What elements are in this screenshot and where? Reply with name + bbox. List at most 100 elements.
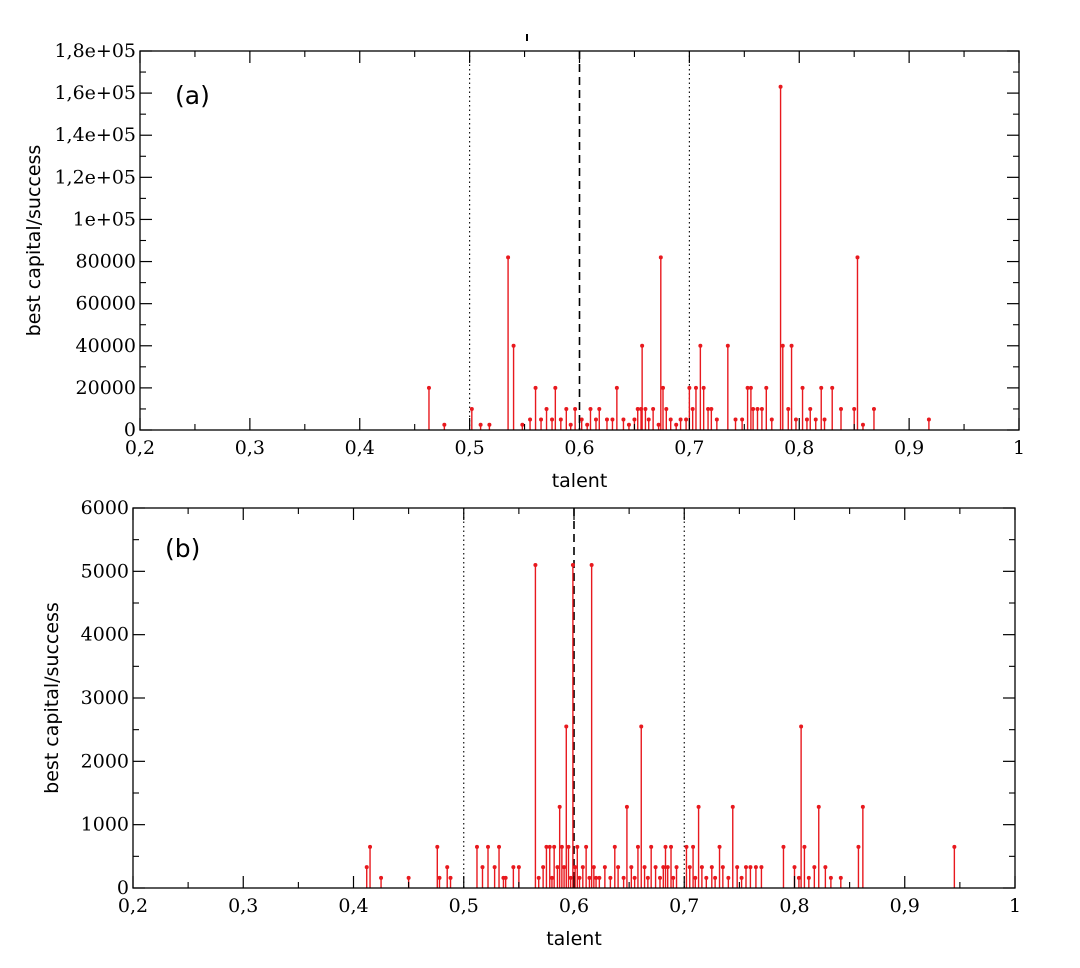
x-tick-label: 0,3 [235,437,265,459]
data-point [753,865,758,888]
data-point [562,865,567,888]
data-point [684,844,689,888]
data-marker [658,255,663,260]
data-point [426,385,431,430]
data-marker [674,422,679,427]
data-point [635,406,640,430]
y-tick-label: 1e+05 [73,208,136,230]
data-marker [547,844,552,849]
data-marker [726,875,731,880]
data-point [480,865,485,888]
data-point [568,875,573,888]
data-point [789,343,794,430]
data-marker [819,385,824,390]
data-point [822,417,827,430]
data-point [558,417,563,430]
data-point [780,343,785,430]
data-point [579,417,584,430]
data-point [610,417,615,430]
data-point [437,875,442,888]
data-marker [588,406,593,411]
data-marker [559,844,564,849]
data-marker [799,724,804,729]
data-point [786,406,791,430]
data-marker [661,385,666,390]
data-marker [541,865,546,870]
data-marker [693,875,698,880]
data-marker [589,563,594,567]
data-point [474,844,479,888]
data-marker [663,844,668,849]
data-point [442,422,447,430]
chart-panel-a: 0,2 0,3 0,4 0,5 0,6 0,7 0,8 0,9 1 0 20000 40000 6000… [23,40,1025,492]
data-point [568,422,573,430]
data-point [597,406,602,430]
data-point [559,844,564,888]
y-tick-label: 0 [117,877,129,899]
data-point [642,865,647,888]
data-marker [838,875,843,880]
y-tick-label: 1,6e+05 [54,82,136,104]
data-point [379,875,384,888]
data-point [588,406,593,430]
data-marker [621,417,626,422]
data-point [739,875,744,888]
data-point [640,343,645,430]
chart-panel-b: 0,2 0,3 0,4 0,5 0,6 0,7 0,8 0,9 1 0 1000 2000 3000 40… [41,497,1021,950]
data-marker [579,417,584,422]
data-marker [698,343,703,348]
data-point [781,844,786,888]
data-marker [568,875,573,880]
data-marker [597,875,602,880]
data-marker [642,865,647,870]
data-point [503,875,508,888]
data-marker [706,406,711,411]
data-marker [696,804,701,809]
data-marker [562,865,567,870]
data-marker [474,844,479,849]
x-tick-label: 1 [1013,437,1025,459]
data-point [952,844,957,888]
data-point [684,417,689,430]
data-point [830,385,835,430]
data-marker [699,865,704,870]
data-marker [435,844,440,849]
x-tick-label: 0,6 [559,895,589,917]
data-point [575,844,580,888]
data-marker [640,343,645,348]
data-marker [733,417,738,422]
data-point [713,875,718,888]
data-marker [626,422,631,427]
data-point [704,875,709,888]
data-point [635,844,640,888]
data-marker [486,844,491,849]
data-marker [669,844,674,849]
data-point [804,417,809,430]
x-tick-label: 0,5 [449,895,479,917]
x-tick-label: 0,5 [455,437,485,459]
data-point [594,875,599,888]
data-marker [539,417,544,422]
data-marker [621,875,626,880]
data-point [661,865,666,888]
data-marker [769,417,774,422]
data-marker [822,417,827,422]
data-marker [852,406,857,411]
y-tick-label: 1,8e+05 [54,40,136,62]
data-marker [469,406,474,411]
data-marker [713,875,718,880]
data-point [621,875,626,888]
data-point [855,255,860,430]
data-marker [804,417,809,422]
y-tick-label: 0 [124,419,136,441]
data-marker [639,724,644,729]
data-marker [516,865,521,870]
data-marker [690,406,695,411]
data-point [643,406,648,430]
data-point [720,865,725,888]
data-point [612,844,617,888]
panel-label: (b) [165,534,200,563]
y-tick-label: 1,2e+05 [54,166,136,188]
data-marker [753,865,758,870]
data-marker [497,844,502,849]
